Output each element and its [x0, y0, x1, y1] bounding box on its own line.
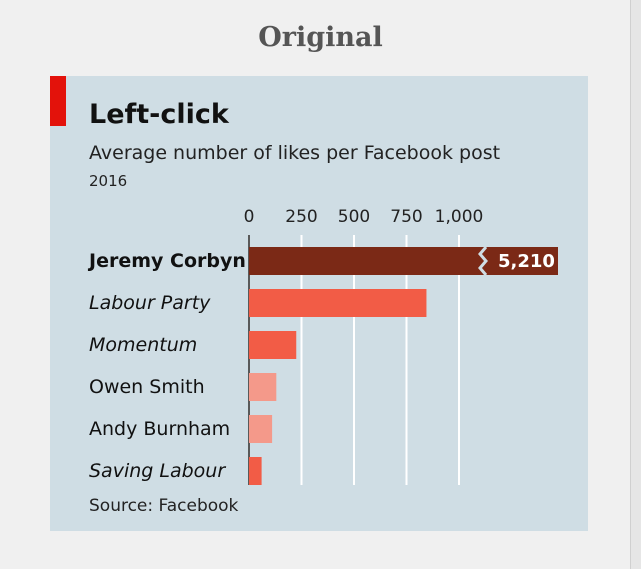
- chart-title: Left-click: [89, 99, 229, 130]
- bar: [249, 457, 262, 485]
- chart-source: Source: Facebook: [89, 496, 239, 516]
- axis-break-mark: [478, 246, 488, 276]
- chart-subtitle: Average number of likes per Facebook pos…: [89, 142, 501, 164]
- chart-year: 2016: [89, 172, 128, 190]
- x-tick-label: 1,000: [435, 207, 484, 227]
- header-label: Original: [258, 22, 383, 53]
- category-label: Jeremy Corbyn: [87, 250, 246, 272]
- bar: [249, 331, 297, 359]
- x-tick-label: 500: [338, 207, 370, 227]
- value-label: 5,210: [498, 251, 555, 272]
- x-tick-label: 750: [390, 207, 422, 227]
- bar: [249, 373, 277, 401]
- category-label: Momentum: [89, 334, 197, 356]
- bar: [249, 289, 427, 317]
- category-label: Saving Labour: [89, 460, 226, 482]
- bar: [249, 415, 273, 443]
- bar: [249, 247, 558, 275]
- category-label: Owen Smith: [89, 376, 205, 398]
- x-tick-label: 0: [244, 207, 255, 227]
- window-edge: [630, 0, 641, 569]
- red-tag: [50, 76, 66, 126]
- category-label: Andy Burnham: [89, 418, 230, 440]
- x-tick-label: 250: [285, 207, 317, 227]
- category-label: Labour Party: [89, 292, 211, 314]
